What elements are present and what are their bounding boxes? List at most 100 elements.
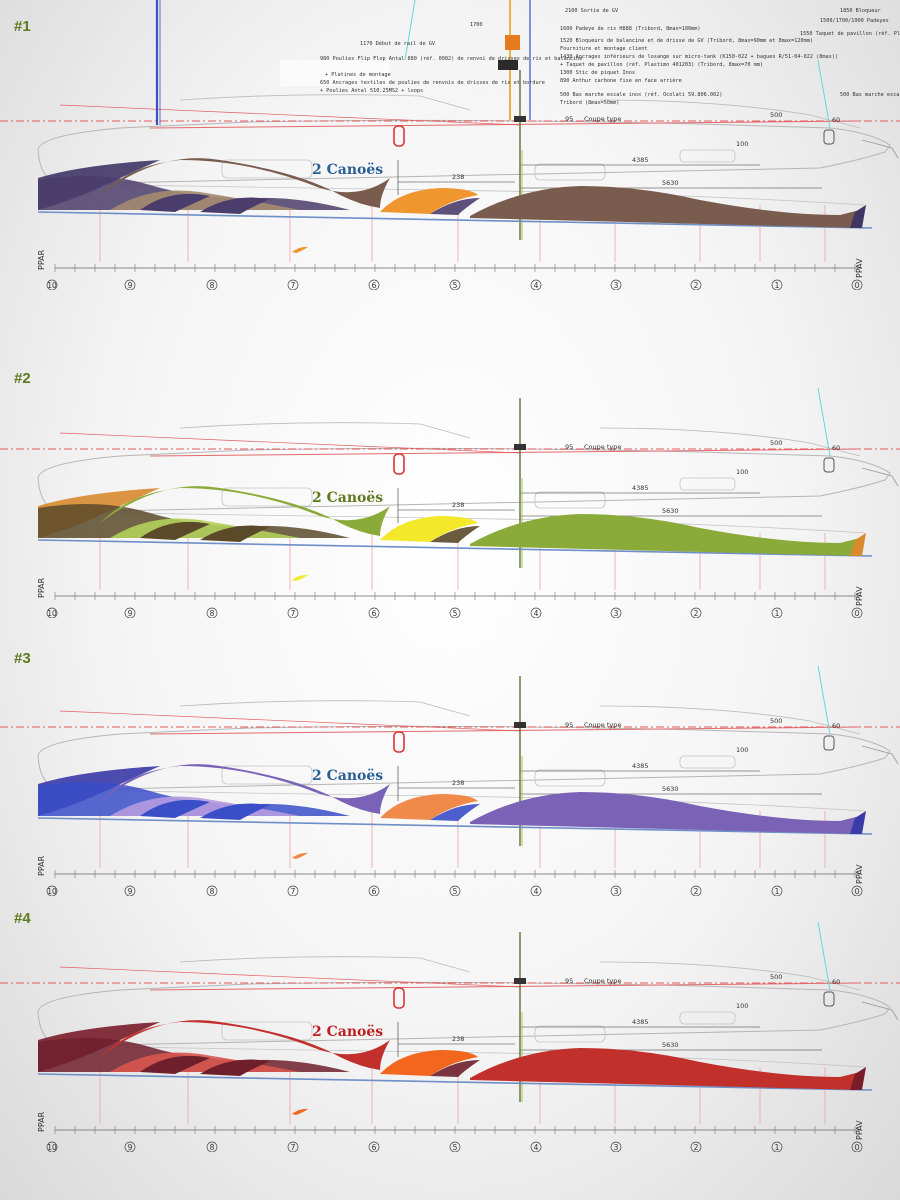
station-marker [449, 279, 461, 290]
wave-swirl [430, 198, 480, 215]
porthole [679, 1011, 736, 1025]
station-marker [368, 885, 380, 896]
annotation-note: 1520 Bloqueurs de balancine et de drisse… [560, 38, 813, 44]
bow-pulpit [861, 139, 899, 159]
dimension-60: 60 [832, 978, 840, 986]
wave-swirl [140, 799, 210, 818]
annotation-note: 1600 Padeye de ris H888 (Tribord, 8max=1… [560, 26, 701, 32]
waterline [37, 1073, 873, 1091]
ppar-label: PPAR [37, 855, 46, 876]
winch-marker [393, 731, 405, 753]
station-marker [610, 607, 622, 618]
bow-fitting [823, 735, 835, 751]
station-label: 0 [855, 609, 860, 618]
annotation-note: + Poulies Antal 510.25MS2 + loops [320, 88, 423, 94]
dimension-60: 60 [832, 116, 840, 124]
forestay [817, 665, 831, 735]
station-label: 5 [453, 281, 458, 290]
station-label: 3 [614, 281, 619, 290]
accent-drop [292, 1108, 308, 1115]
porthole [534, 163, 606, 181]
coupe-label: Coupe type [584, 721, 621, 729]
deck-outline-bow [599, 705, 861, 735]
panel-label: #4 [14, 910, 31, 927]
porthole [679, 477, 736, 491]
station-label: 2 [694, 609, 699, 618]
station-marker [771, 607, 783, 618]
dimension-500: 500 [770, 111, 782, 119]
station-marker [368, 279, 380, 290]
dimension-4385: 4385 [632, 484, 649, 492]
station-marker [851, 885, 863, 896]
dimension-4385: 4385 [632, 762, 649, 770]
annotation-note: 1500/1700/1900 Padeyes [820, 18, 889, 24]
wave-bow-tip [850, 533, 866, 556]
station-label: 4 [534, 1143, 539, 1152]
wave-crest-large [100, 1020, 390, 1070]
station-label: 5 [453, 1143, 458, 1152]
bow-fitting [823, 457, 835, 473]
station-marker [690, 1141, 702, 1152]
ppav-label: PPAV [855, 258, 864, 278]
porthole [679, 149, 736, 163]
station-marker [530, 607, 542, 618]
wave-accent [380, 794, 478, 820]
bow-pulpit [861, 745, 899, 765]
annotation-note: 1170 Début de rail de GV [360, 40, 435, 47]
dimension-5630: 5630 [662, 1041, 679, 1049]
canoe-label: 2 Canoës [312, 162, 383, 178]
winch-marker [393, 125, 405, 147]
dimension-95: 95 [565, 443, 573, 451]
ppar-label: PPAR [37, 1111, 46, 1132]
station-label: 10 [47, 1143, 57, 1152]
dimension-100: 100 [736, 140, 748, 148]
panel-label: #3 [14, 650, 31, 667]
annotation-note: 890 Anthur carbone fixe en face arrière [560, 77, 682, 84]
station-label: 3 [614, 1143, 619, 1152]
hull-outline [37, 981, 891, 1047]
station-marker [206, 607, 218, 618]
station-marker [206, 279, 218, 290]
annotation-note: 1300 Stic de piquet Inox [560, 70, 635, 76]
dimension-238: 238 [452, 173, 464, 181]
station-label: 8 [210, 1143, 215, 1152]
station-label: 5 [453, 887, 458, 896]
station-marker [530, 279, 542, 290]
wave-graphic [38, 158, 866, 253]
station-marker [610, 279, 622, 290]
station-marker [851, 279, 863, 290]
cabin-outline [179, 956, 471, 973]
station-label: 7 [291, 887, 296, 896]
station-label: 7 [291, 1143, 296, 1152]
ppar-label: PPAR [37, 577, 46, 598]
dimension-5630: 5630 [662, 179, 679, 187]
annotation-note: 500 Bas marche escale inox (réf. Ocolati… [560, 91, 722, 98]
wave-crest-large [100, 158, 390, 208]
wave-swirl [430, 1060, 480, 1077]
wave-swirl [430, 804, 480, 821]
station-label: 2 [694, 887, 699, 896]
dimension-60: 60 [832, 722, 840, 730]
guide-line [59, 104, 521, 126]
panel-label: #2 [14, 370, 31, 387]
annotation-note: + Taquet de pavillon (réf. Plastimo 4012… [560, 61, 763, 68]
dimension-100: 100 [736, 468, 748, 476]
annotation-note: + Platines de montage [325, 72, 391, 78]
annotation-note: 650 Ancrages textiles de poulies de renv… [320, 80, 545, 86]
porthole [534, 1025, 606, 1043]
wave-swirl [200, 803, 270, 820]
ppav-label: PPAV [855, 1120, 864, 1140]
station-label: 10 [47, 281, 57, 290]
wave-accent [380, 188, 478, 214]
station-label: 1 [775, 281, 780, 290]
dimension-238: 238 [452, 1035, 464, 1043]
bow-pulpit [861, 1001, 899, 1021]
station-marker [610, 1141, 622, 1152]
hull-outline [37, 119, 891, 185]
wave-swirl [200, 197, 270, 214]
hull-inner-line [59, 1045, 866, 1068]
coupe-label: Coupe type [584, 443, 621, 451]
fitting-orange [505, 35, 520, 50]
